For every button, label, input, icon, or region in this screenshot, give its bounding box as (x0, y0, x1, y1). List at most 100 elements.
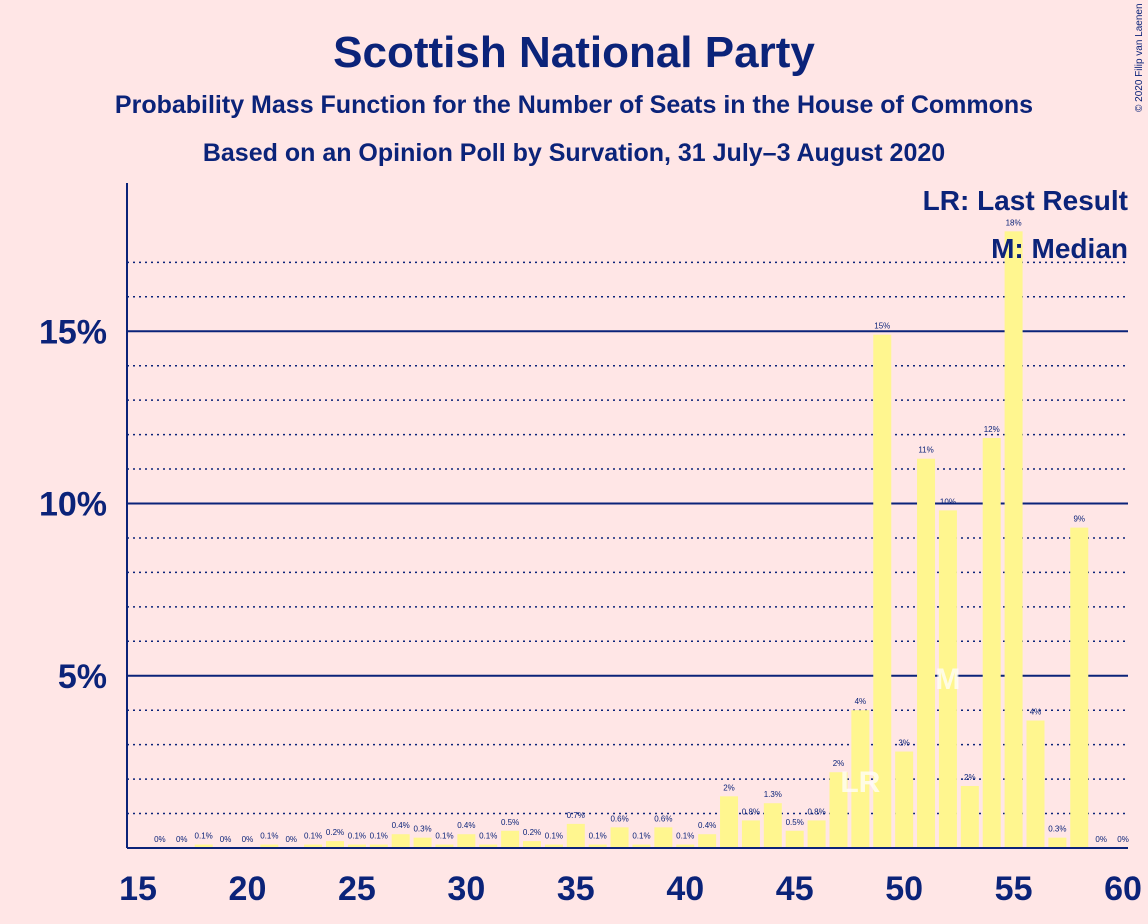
data-label: 0% (242, 835, 254, 844)
data-label: 0% (220, 835, 232, 844)
bar (938, 510, 957, 848)
bar (260, 844, 279, 848)
data-label: 0.1% (435, 832, 453, 841)
bar (369, 844, 388, 848)
data-label: 0.6% (610, 814, 628, 823)
data-label: 18% (1006, 218, 1022, 227)
markers-group: LR M (840, 663, 960, 799)
y-tick-label: 15% (39, 313, 107, 351)
data-label: 0.4% (698, 821, 716, 830)
bar (960, 785, 979, 848)
bar (610, 827, 629, 848)
chart-title: Scottish National Party (333, 28, 815, 77)
data-label: 1.3% (764, 790, 782, 799)
bar (194, 844, 213, 848)
x-tick-label: 15 (119, 870, 157, 908)
data-label: 0.7% (567, 811, 585, 820)
data-label: 0.1% (589, 832, 607, 841)
bar (501, 830, 520, 848)
data-label: 0.2% (326, 828, 344, 837)
data-label: 2% (833, 759, 845, 768)
data-label: 0.1% (545, 832, 563, 841)
data-label: 0.8% (742, 807, 760, 816)
bar (435, 844, 454, 848)
data-label: 0.1% (195, 832, 213, 841)
copyright-note: © 2020 Filip van Laenen (1134, 3, 1145, 112)
bar (479, 844, 498, 848)
data-label: 0% (1095, 835, 1107, 844)
x-tick-label: 30 (447, 870, 485, 908)
bar (1070, 527, 1089, 848)
axes-group: 15 20 25 30 35 40 45 50 55 60 5% 10% 15% (39, 183, 1142, 908)
bar (676, 844, 695, 848)
data-labels-group: 0% 0% 0.1% 0% 0% 0.1% 0% 0.1% 0.2% 0.1% 0.1%0.4% 0.… (154, 218, 1129, 844)
bar (304, 844, 323, 848)
x-tick-label: 50 (885, 870, 923, 908)
bar (741, 820, 760, 848)
y-tick-label: 10% (39, 486, 107, 524)
median-marker: M (935, 663, 960, 696)
y-tick-label: 5% (58, 658, 107, 696)
data-label: 0.1% (676, 832, 694, 841)
data-label: 3% (898, 739, 910, 748)
data-label: 0.1% (370, 832, 388, 841)
last-result-marker: LR (840, 766, 880, 799)
bars-group (194, 231, 1089, 849)
x-tick-label: 60 (1104, 870, 1142, 908)
data-label: 0.1% (479, 832, 497, 841)
bar (632, 844, 651, 848)
data-label: 0.3% (1048, 825, 1066, 834)
chart-subtitle: Probability Mass Function for the Number… (115, 91, 1033, 119)
bar (391, 834, 410, 848)
data-label: 0.4% (392, 821, 410, 830)
data-label: 0.5% (501, 818, 519, 827)
bar (413, 837, 432, 848)
bar (895, 751, 914, 848)
bar (1026, 720, 1045, 848)
x-tick-label: 40 (666, 870, 704, 908)
bar (917, 458, 936, 848)
data-label: 0.3% (413, 825, 431, 834)
data-label: 0.6% (654, 814, 672, 823)
bar (851, 710, 870, 848)
data-label: 0.8% (807, 807, 825, 816)
data-label: 2% (723, 783, 735, 792)
bar (763, 803, 782, 848)
x-tick-label: 45 (776, 870, 814, 908)
data-label: 0.1% (632, 832, 650, 841)
data-label: 0% (285, 835, 297, 844)
bar (1004, 231, 1023, 849)
bar (807, 820, 826, 848)
data-label: 0.1% (304, 832, 322, 841)
data-label: 4% (855, 697, 867, 706)
bar (347, 844, 366, 848)
bar (982, 438, 1001, 848)
data-label: 0.5% (786, 818, 804, 827)
data-label: 0% (1117, 835, 1129, 844)
bar (544, 844, 563, 848)
data-label: 0% (176, 835, 188, 844)
x-tick-label: 35 (557, 870, 595, 908)
x-tick-label: 55 (995, 870, 1033, 908)
x-tick-label: 20 (229, 870, 267, 908)
bar (1048, 837, 1067, 848)
x-tick-label: 25 (338, 870, 376, 908)
data-label: 0.2% (523, 828, 541, 837)
data-label: 0.1% (260, 832, 278, 841)
bar (326, 841, 345, 848)
bar (457, 834, 476, 848)
legend-last-result: LR: Last Result (923, 185, 1128, 216)
data-label: 0.1% (348, 832, 366, 841)
bar (829, 772, 848, 848)
data-label: 2% (964, 773, 976, 782)
data-label: 0% (154, 835, 166, 844)
grid-lines (127, 261, 1128, 815)
data-label: 10% (940, 497, 956, 506)
bar (785, 830, 804, 848)
bar (566, 823, 585, 848)
data-label: 0.4% (457, 821, 475, 830)
data-label: 4% (1030, 708, 1042, 717)
bar (698, 834, 717, 848)
